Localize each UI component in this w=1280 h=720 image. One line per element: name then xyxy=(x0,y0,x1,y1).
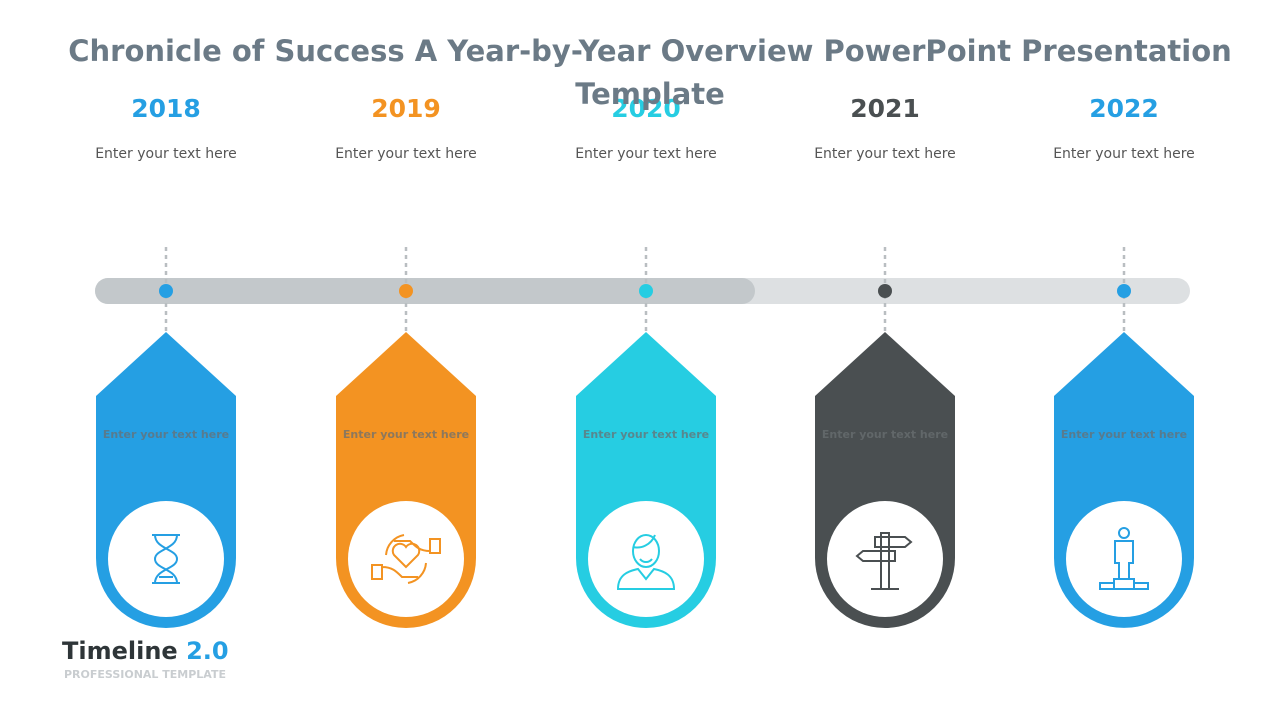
card-text: Enter your text here xyxy=(343,428,469,441)
card-text: Enter your text here xyxy=(1061,428,1187,441)
timeline-dot xyxy=(878,284,892,298)
brand: Timeline xyxy=(62,637,178,665)
icon xyxy=(152,534,180,584)
timeline-progress xyxy=(95,278,755,304)
timeline-item: 2019 Enter your text here Enter your text … xyxy=(335,94,477,628)
icon-circle xyxy=(588,501,704,617)
icon xyxy=(855,532,913,590)
icon xyxy=(1099,527,1149,590)
year-text: Enter your text here xyxy=(335,146,477,162)
timeline-item: 2020 Enter your text here Enter your text … xyxy=(575,94,717,628)
year-text: Enter your text here xyxy=(814,146,956,162)
year: 2021 xyxy=(850,94,920,123)
year: 2018 xyxy=(131,94,201,123)
timeline-dot xyxy=(399,284,413,298)
card-text: Enter your text here xyxy=(822,428,948,441)
icon-circle xyxy=(827,501,943,617)
icon-circle xyxy=(1066,501,1182,617)
card-text: Enter your text here xyxy=(583,428,709,441)
timeline-item: 2018 Enter your text here Enter your text … xyxy=(95,94,237,628)
year-text: Enter your text here xyxy=(95,146,237,162)
timeline-dot xyxy=(1117,284,1131,298)
timeline-items: 2018 Enter your text here Enter your text … xyxy=(95,94,1195,628)
timeline-dot xyxy=(639,284,653,298)
timeline-item: 2022 Enter your text here Enter your text … xyxy=(1053,94,1195,628)
timeline-item: 2021 Enter your text here Enter your text … xyxy=(814,94,956,628)
timeline-dot xyxy=(159,284,173,298)
title-line: Template xyxy=(575,77,725,111)
footer-brand: Timeline 2.0 xyxy=(62,637,229,665)
year: 2022 xyxy=(1089,94,1159,123)
icon xyxy=(616,534,676,590)
version: 2.0 xyxy=(186,637,229,665)
year-text: Enter your text here xyxy=(575,146,717,162)
year-text: Enter your text here xyxy=(1053,146,1195,162)
icon xyxy=(371,534,441,584)
card-text: Enter your text here xyxy=(103,428,229,441)
icon-circle xyxy=(108,501,224,617)
icon-circle xyxy=(348,501,464,617)
year: 2020 xyxy=(611,94,681,123)
footer-tagline: PROFESSIONAL TEMPLATE xyxy=(64,668,226,681)
year: 2019 xyxy=(371,94,441,123)
title-line: Chronicle of Success A Year-by-Year Over… xyxy=(68,34,1232,68)
